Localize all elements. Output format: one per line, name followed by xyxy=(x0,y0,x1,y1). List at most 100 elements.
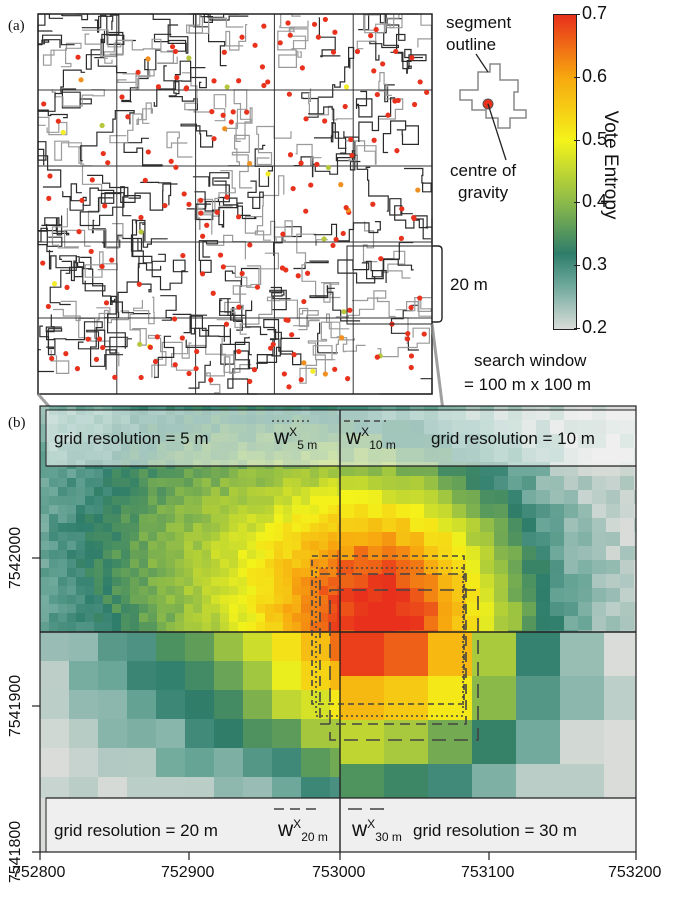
centre-of-gravity-point xyxy=(374,91,380,98)
segment-outline xyxy=(345,140,377,165)
centre-of-gravity-point xyxy=(339,335,345,341)
centre-of-gravity-point xyxy=(228,119,234,125)
panel-a-label: (a) xyxy=(8,18,25,34)
centre-of-gravity-point xyxy=(138,229,144,235)
segment-outline xyxy=(84,33,157,58)
centre-of-gravity-point xyxy=(105,160,111,166)
centre-of-gravity-point xyxy=(220,264,226,270)
centre-of-gravity-point xyxy=(393,48,399,55)
centre-of-gravity-point xyxy=(96,336,103,342)
colorbar-tick-label: 0.7 xyxy=(582,3,608,23)
scale-brace xyxy=(432,245,443,323)
segment-outline xyxy=(82,187,121,206)
segment-outline xyxy=(239,296,298,335)
centre-of-gravity-point xyxy=(45,303,52,310)
centre-of-gravity-point xyxy=(374,354,380,360)
segment-outline xyxy=(85,38,104,70)
segment-outline xyxy=(254,220,277,242)
segment-outline xyxy=(117,69,155,90)
segment-outline xyxy=(308,106,335,139)
segment-outline xyxy=(153,60,207,107)
centre-of-gravity-point xyxy=(394,148,400,154)
segment-outline xyxy=(404,167,432,193)
centre-of-gravity-point xyxy=(332,366,338,372)
centre-of-gravity-point xyxy=(145,56,151,62)
segment-outline xyxy=(382,120,419,154)
segment-outline xyxy=(244,175,285,234)
centre-of-gravity-point xyxy=(315,34,322,40)
centre-of-gravity-point xyxy=(155,84,162,90)
centre-of-gravity-point xyxy=(342,103,348,110)
segment-outline xyxy=(104,262,162,319)
centre-of-gravity-point xyxy=(100,150,106,157)
segment-outline xyxy=(293,260,329,270)
x-tick-label: 753100 xyxy=(461,864,515,881)
segment-outline xyxy=(299,345,333,384)
y-tick-label: 7541900 xyxy=(7,674,24,738)
segment-outline xyxy=(42,42,82,68)
centre-of-gravity-point xyxy=(417,295,423,301)
segment-outline xyxy=(335,150,371,171)
centre-of-gravity-point xyxy=(314,161,320,167)
colorbar-tick-label: 0.6 xyxy=(582,65,608,86)
centre-of-gravity-point xyxy=(222,126,228,132)
centre-of-gravity-point xyxy=(301,360,307,366)
centre-of-gravity-point xyxy=(100,344,106,351)
centre-of-gravity-point xyxy=(322,371,328,377)
segment-outline xyxy=(308,88,353,121)
centre-of-gravity-point xyxy=(301,298,307,305)
window-symbol-5m: wX5 m xyxy=(274,425,318,453)
segment-outline xyxy=(366,258,414,283)
centre-of-gravity-point xyxy=(145,149,151,155)
centre-of-gravity-point xyxy=(265,79,271,85)
centre-of-gravity-point xyxy=(287,32,293,38)
segment-outline xyxy=(188,360,211,389)
centre-of-gravity-point xyxy=(380,61,386,67)
centre-of-gravity-point xyxy=(298,377,304,383)
centre-of-gravity-point xyxy=(254,284,261,290)
segment-outline xyxy=(225,89,252,140)
x-tick-label: 752800 xyxy=(12,864,66,881)
segment-outline xyxy=(82,29,122,59)
centre-of-gravity-point xyxy=(198,210,204,216)
y-tick-label: 7541800 xyxy=(7,820,24,884)
colorbar-tick-label: 0.5 xyxy=(582,128,608,149)
segment-outline xyxy=(288,20,309,51)
centre-of-gravity-point xyxy=(199,271,206,277)
centre-of-gravity-point xyxy=(99,122,105,129)
segment-outline xyxy=(140,181,172,206)
segment-outline xyxy=(321,282,340,303)
centre-of-gravity-point xyxy=(193,365,199,372)
band-label-30m: grid resolution = 30 m xyxy=(413,821,577,840)
centre-of-gravity-point xyxy=(173,164,179,170)
search-window-outline xyxy=(319,573,467,725)
segment-outline xyxy=(295,143,322,166)
centre-of-gravity-point xyxy=(85,336,91,342)
centre-of-gravity-point xyxy=(373,26,379,33)
segment-outline xyxy=(277,30,302,68)
segment-outline xyxy=(130,219,153,264)
centre-of-gravity-point xyxy=(265,171,271,177)
segment-outline xyxy=(61,13,89,21)
segment-outline xyxy=(279,13,301,33)
segment-outline xyxy=(225,24,248,51)
segment-outline xyxy=(160,295,177,321)
segment-outline xyxy=(235,107,253,142)
centre-of-gravity-point xyxy=(198,197,204,203)
segment-outline xyxy=(363,13,418,34)
segment-outline xyxy=(222,197,257,220)
y-tick-label: 7542000 xyxy=(7,526,24,590)
centre-of-gravity-point xyxy=(109,257,115,263)
segment-outline xyxy=(183,315,225,342)
centre-of-gravity-point xyxy=(368,33,374,39)
centre-of-gravity-point xyxy=(285,317,291,323)
segment-outline xyxy=(129,313,147,346)
centre-of-gravity-point xyxy=(399,206,405,212)
centre-of-gravity-point xyxy=(251,367,258,373)
centre-of-gravity-point xyxy=(371,137,377,143)
segment-outline xyxy=(318,17,341,58)
centre-of-gravity-point xyxy=(281,371,287,377)
window-symbol-10m: wX10 m xyxy=(346,425,396,453)
segment-outline xyxy=(369,32,399,61)
segment-outline xyxy=(194,191,220,221)
